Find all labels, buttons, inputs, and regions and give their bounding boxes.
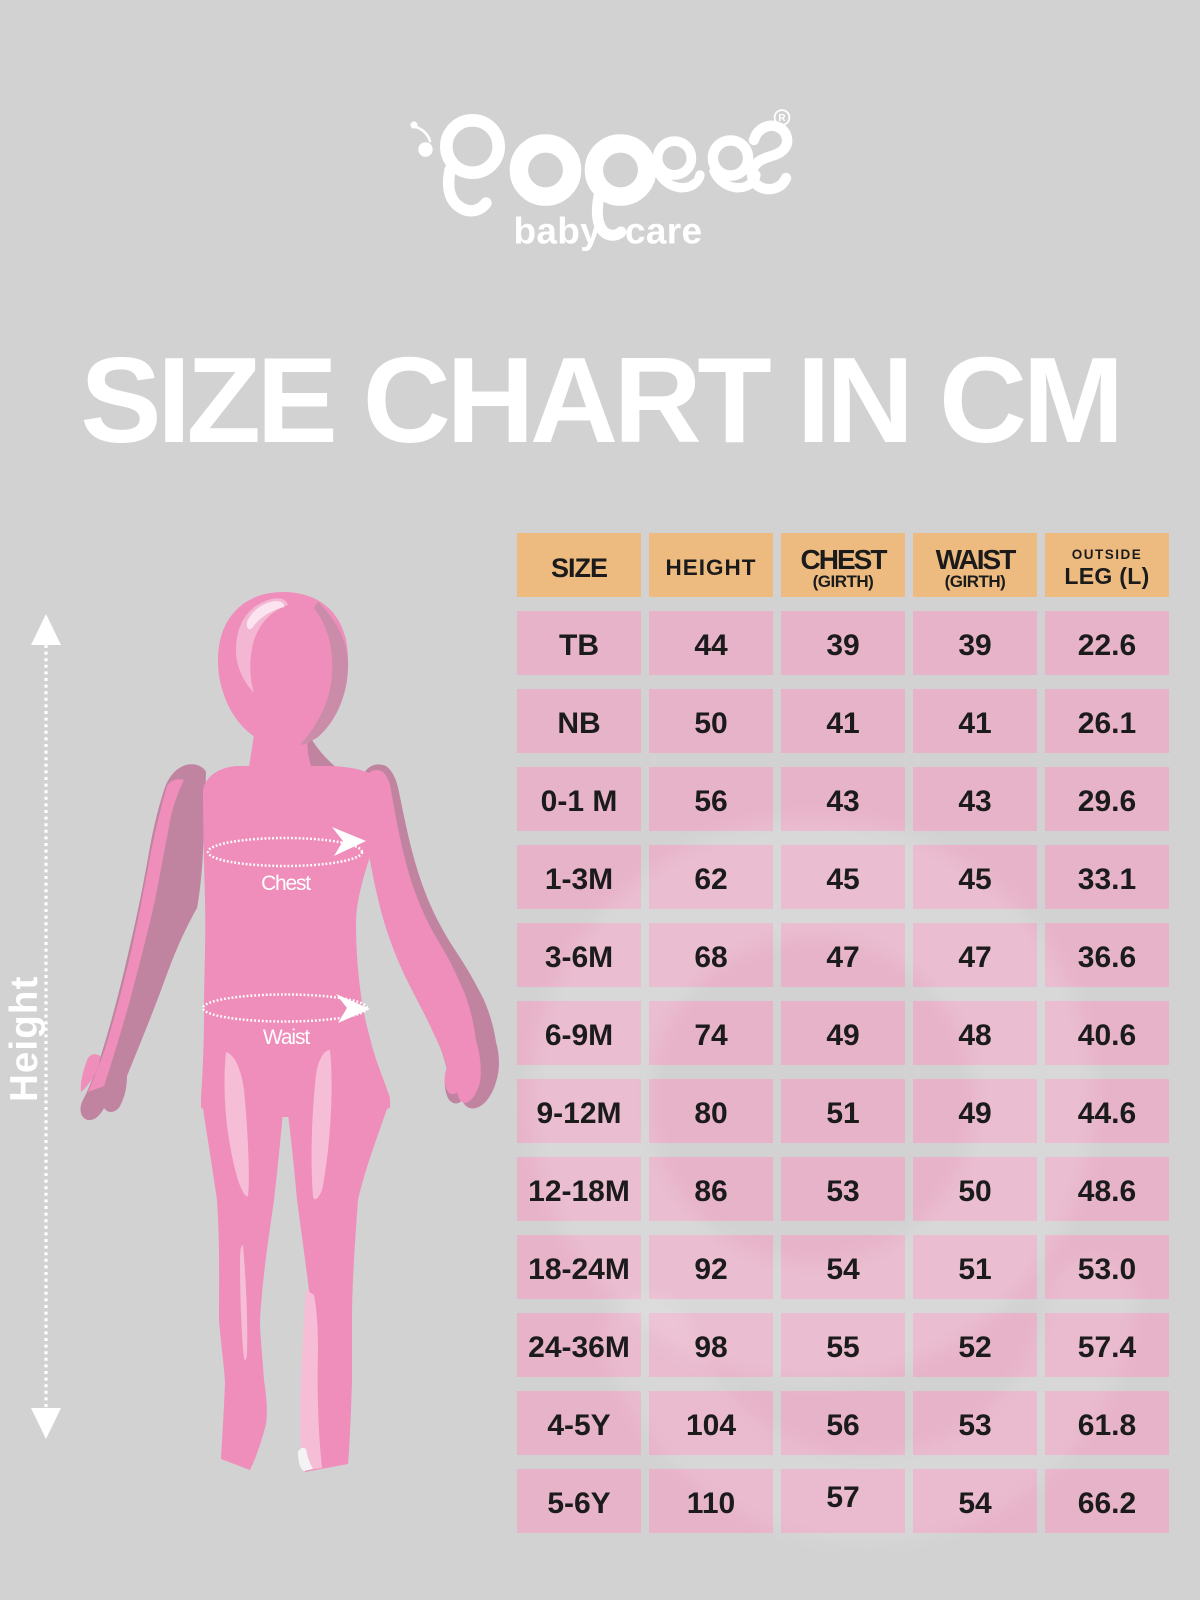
- svg-text:R: R: [778, 113, 786, 124]
- svg-text:Chest: Chest: [261, 872, 311, 895]
- svg-text:baby: baby: [513, 211, 601, 252]
- svg-text:care: care: [625, 211, 702, 252]
- svg-text:Waist: Waist: [263, 1026, 310, 1049]
- svg-text:Height: Height: [3, 976, 46, 1102]
